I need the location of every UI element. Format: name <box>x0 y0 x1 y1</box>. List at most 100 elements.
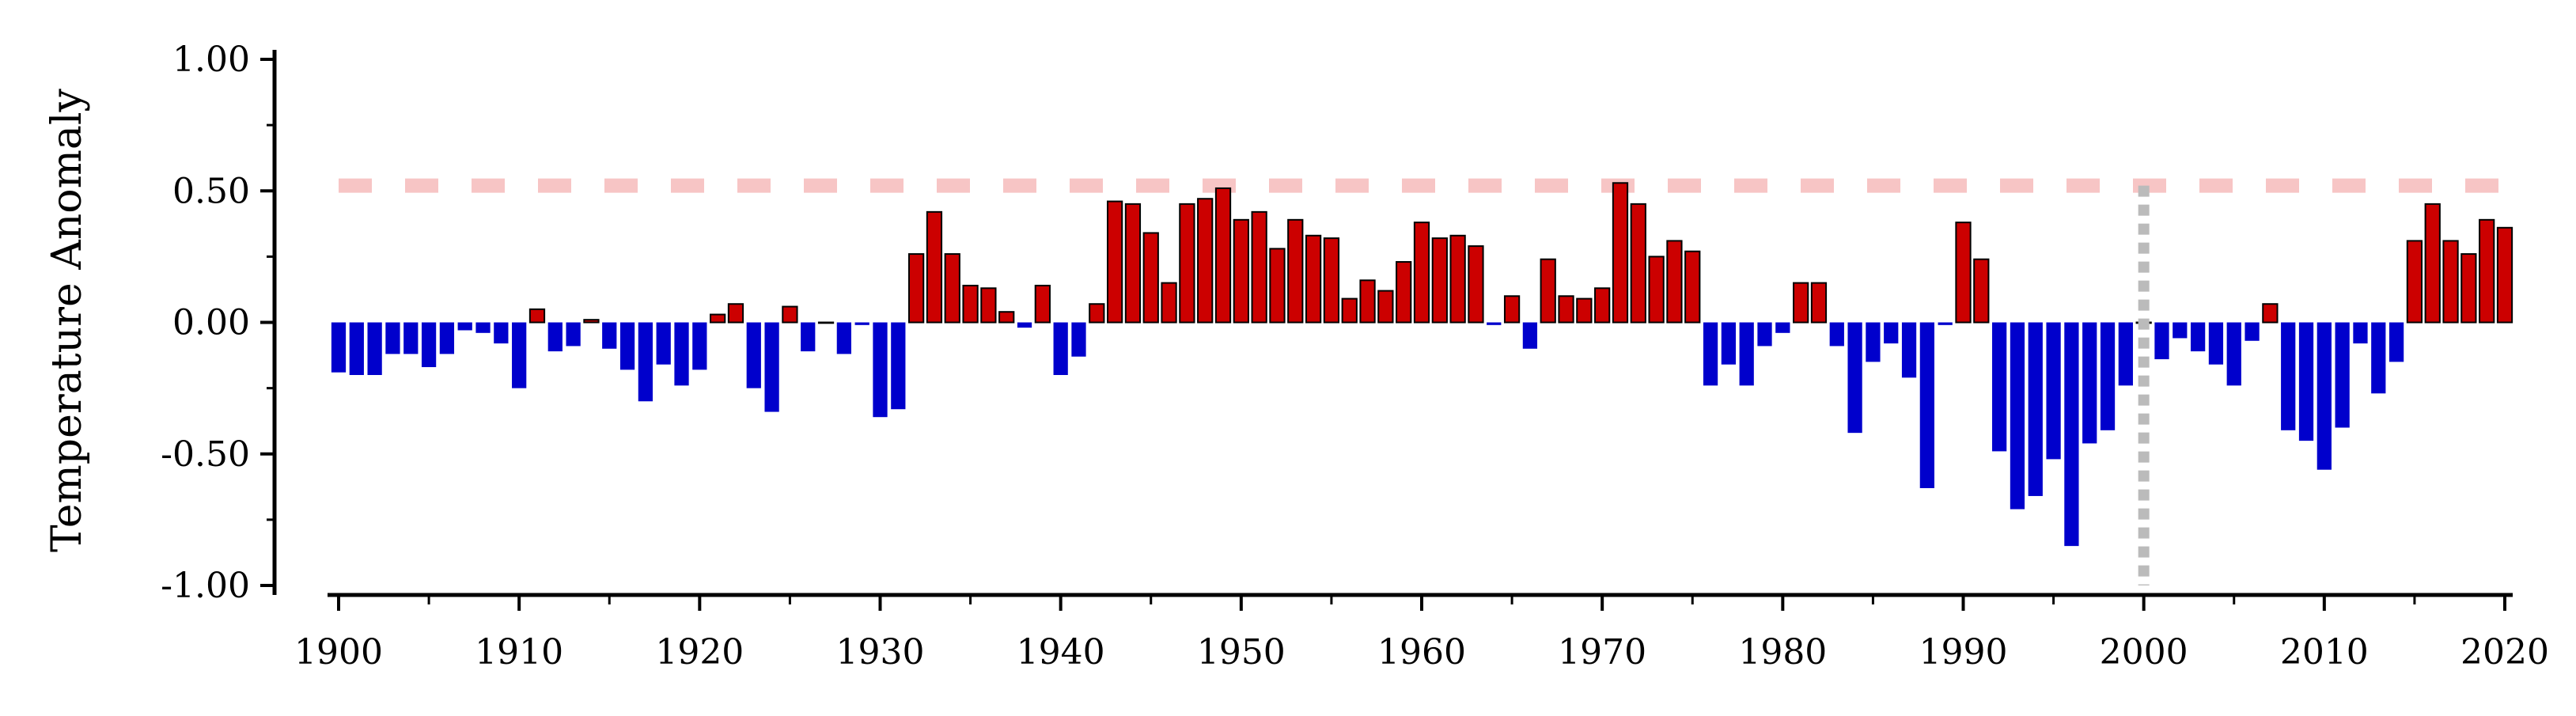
bar-2006 <box>2245 322 2260 341</box>
bar-1975 <box>1684 250 1701 324</box>
bar-1912 <box>547 322 563 352</box>
bar-2017 <box>2442 240 2459 324</box>
bar-1960 <box>1413 222 1430 324</box>
bar-1939 <box>1034 284 1051 324</box>
x-tick-label: 2020 <box>2460 632 2549 672</box>
bar-1949 <box>1214 187 1232 324</box>
bar-1950 <box>1233 218 1249 324</box>
bar-1907 <box>457 322 472 331</box>
bar-1963 <box>1468 245 1484 324</box>
bar-2019 <box>2479 218 2495 324</box>
bar-1987 <box>1901 322 1917 378</box>
bar-1916 <box>619 322 635 370</box>
bar-1953 <box>1287 218 1304 324</box>
bar-1917 <box>638 322 653 402</box>
bar-1929 <box>854 322 869 325</box>
x-tick-label: 1960 <box>1377 632 1466 672</box>
bar-1968 <box>1558 295 1574 324</box>
bar-1938 <box>1017 322 1032 328</box>
x-tick-label: 1950 <box>1197 632 1286 672</box>
bar-1932 <box>908 253 925 324</box>
bar-1945 <box>1142 232 1159 324</box>
bar-1959 <box>1396 261 1412 324</box>
bar-1902 <box>367 322 382 375</box>
bar-1931 <box>891 322 906 410</box>
x-tick-label: 1910 <box>475 632 563 672</box>
bar-1958 <box>1377 290 1394 324</box>
bar-2012 <box>2353 322 2368 344</box>
bar-1995 <box>2046 322 2061 460</box>
bar-2003 <box>2190 322 2206 352</box>
bar-2011 <box>2335 322 2350 428</box>
x-tick-label: 1980 <box>1738 632 1827 672</box>
bar-1933 <box>926 210 943 324</box>
bar-1904 <box>403 322 419 354</box>
bar-1911 <box>528 308 546 324</box>
bar-1982 <box>1810 282 1828 324</box>
bar-1974 <box>1666 240 1683 324</box>
bar-1906 <box>439 322 455 354</box>
bar-1971 <box>1612 182 1629 324</box>
bar-1967 <box>1540 258 1556 324</box>
x-tick-label: 1970 <box>1558 632 1646 672</box>
y-axis-title: Temperature Anomaly <box>44 88 91 551</box>
bar-1928 <box>836 322 851 354</box>
bar-1996 <box>2064 322 2079 547</box>
bar-1925 <box>782 305 798 324</box>
bar-1961 <box>1431 237 1448 324</box>
bar-2013 <box>2371 322 2386 394</box>
bar-1970 <box>1594 287 1611 324</box>
bar-1994 <box>2028 322 2043 496</box>
bar-1905 <box>421 322 437 368</box>
bar-1920 <box>692 322 707 370</box>
bar-1973 <box>1648 256 1665 324</box>
bar-1936 <box>980 287 997 324</box>
bar-1952 <box>1269 248 1286 324</box>
bar-1957 <box>1359 279 1376 324</box>
bar-2008 <box>2281 322 2296 430</box>
x-tick-label: 1900 <box>294 632 383 672</box>
bar-1922 <box>727 303 744 324</box>
bar-2014 <box>2388 322 2404 362</box>
y-tick-label: 0.00 <box>172 303 250 343</box>
bar-1998 <box>2100 322 2116 430</box>
bar-1908 <box>475 322 491 333</box>
bar-1937 <box>998 311 1015 324</box>
bar-1915 <box>602 322 617 349</box>
bar-1981 <box>1793 282 1809 324</box>
bar-1918 <box>656 322 671 365</box>
x-tick-label: 1930 <box>836 632 925 672</box>
bar-1903 <box>385 322 400 354</box>
bar-1923 <box>746 322 761 388</box>
y-tick-label: 1.00 <box>172 40 250 80</box>
bar-2015 <box>2406 240 2423 324</box>
bar-1940 <box>1053 322 1068 375</box>
bar-1978 <box>1739 322 1754 386</box>
bar-2002 <box>2173 322 2188 339</box>
bar-1990 <box>1955 222 1972 324</box>
bar-1986 <box>1884 322 1899 344</box>
bar-1901 <box>349 322 364 375</box>
bar-1985 <box>1866 322 1881 362</box>
bar-1988 <box>1919 322 1934 488</box>
bar-1941 <box>1071 322 1086 357</box>
bar-1977 <box>1721 322 1737 365</box>
bar-1924 <box>764 322 779 412</box>
y-tick-label: 0.50 <box>172 171 250 211</box>
bar-2020 <box>2496 226 2513 324</box>
bar-1942 <box>1089 303 1105 324</box>
bars-layer <box>331 182 2513 547</box>
bar-1991 <box>1973 258 1990 324</box>
x-tick-label: 1940 <box>1017 632 1105 672</box>
bar-1980 <box>1775 322 1790 333</box>
x-tick-label: 2000 <box>2100 632 2188 672</box>
y-tick-label: -0.50 <box>161 434 250 475</box>
bar-1964 <box>1487 322 1502 325</box>
bar-1997 <box>2082 322 2097 444</box>
bar-1983 <box>1829 322 1844 347</box>
bar-1976 <box>1703 322 1718 386</box>
bar-2007 <box>2262 303 2279 324</box>
bar-1944 <box>1124 203 1142 324</box>
